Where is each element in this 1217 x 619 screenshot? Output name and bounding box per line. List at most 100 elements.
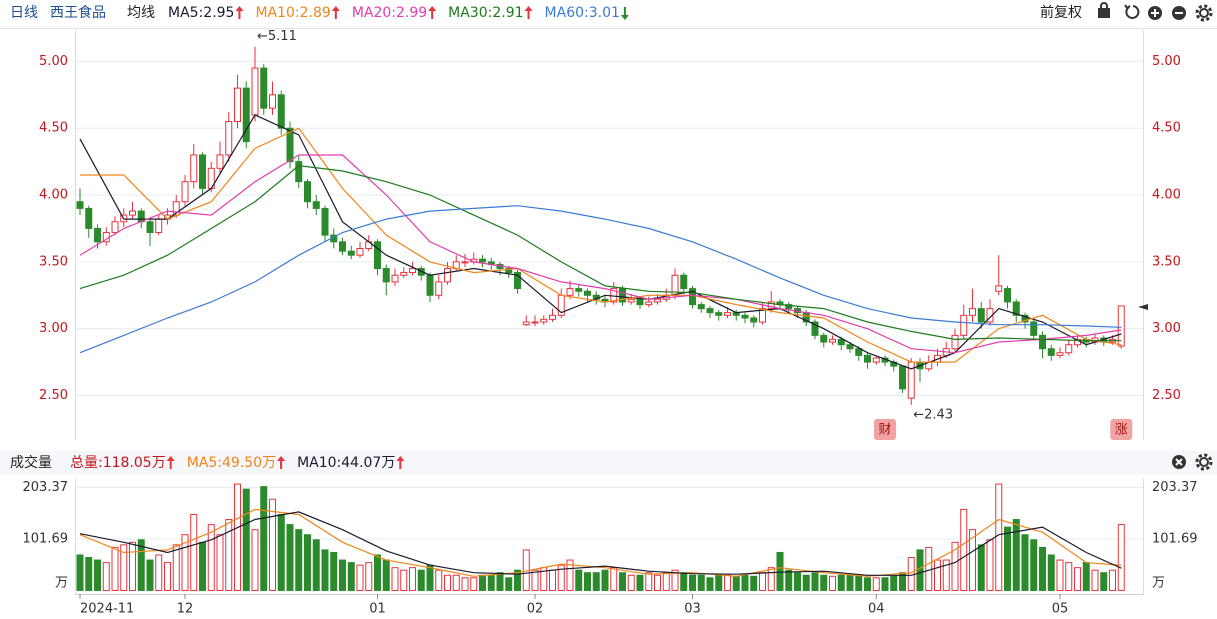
lock-icon[interactable] — [1098, 8, 1110, 18]
volume-bar — [942, 559, 950, 591]
badge: 财 — [878, 423, 891, 438]
volume-bar — [741, 574, 749, 591]
volume-bar — [557, 564, 565, 591]
ma-line — [79, 154, 1122, 354]
volume-bar — [269, 498, 276, 591]
candle-body — [969, 308, 976, 316]
candle-body — [409, 268, 416, 274]
candle-body — [146, 221, 154, 233]
candle-body — [242, 87, 250, 143]
vol-unit: 万 — [55, 576, 68, 591]
volume-bar — [846, 574, 854, 591]
volume-bar — [339, 559, 346, 591]
vol-tick-label: 101.69 — [23, 531, 69, 546]
volume-bar — [995, 483, 1003, 591]
candle-body — [111, 221, 119, 233]
y2-tick-label: 2.50 — [1152, 388, 1181, 403]
ma-legend: MA60:3.01 — [545, 5, 620, 21]
volume-bar — [872, 577, 880, 591]
arrow-up — [428, 6, 437, 19]
volume-bar — [260, 486, 268, 591]
volume-bar — [487, 574, 495, 591]
x-tick-label: 04 — [868, 602, 885, 617]
vol-left-axis — [75, 478, 76, 594]
volume-bar — [925, 546, 933, 591]
volume-bar — [531, 569, 539, 591]
candle-body — [636, 298, 644, 306]
period[interactable]: 日线 — [10, 5, 38, 21]
volume-bar — [356, 564, 364, 591]
volume-bar — [732, 575, 740, 591]
candle-body — [654, 298, 661, 303]
candle-body — [260, 67, 268, 109]
arrow-up — [166, 456, 175, 469]
candle-body — [356, 247, 364, 256]
arrow-up — [524, 6, 533, 19]
volume-title: 成交量 — [10, 454, 52, 471]
x-tick-label: 03 — [684, 602, 701, 617]
volume-bar — [155, 554, 163, 591]
volume-bar — [312, 539, 320, 591]
volume-bar — [899, 572, 906, 591]
candle-body — [811, 321, 819, 336]
volume-bar — [794, 572, 801, 591]
volume-bar — [864, 577, 871, 591]
x-tick-label: 12 — [177, 602, 194, 617]
volume-bar — [304, 534, 311, 591]
volume-bar — [172, 544, 180, 591]
volume-bar — [382, 559, 390, 591]
volume-bar — [1117, 524, 1125, 591]
candle-body — [837, 338, 845, 346]
volume-bar — [514, 569, 521, 591]
vol-tick-label-right: 101.69 — [1152, 531, 1198, 546]
candle-body — [339, 241, 346, 252]
volume-bar — [750, 575, 758, 591]
candle-body — [820, 334, 828, 343]
candle-body — [522, 321, 530, 326]
annotation: ←5.11 — [257, 29, 297, 44]
vol-settings-icon[interactable] — [1199, 457, 1209, 467]
x-tick-label: 01 — [369, 602, 386, 617]
candle-body — [864, 354, 871, 363]
y2-tick-label: 4.00 — [1152, 188, 1181, 203]
undo-icon[interactable] — [1124, 4, 1140, 19]
volume-bar — [986, 539, 994, 591]
x-tick-label: 05 — [1052, 602, 1069, 617]
ma-legend: MA20:2.99 — [352, 5, 427, 21]
candle-body — [724, 312, 731, 316]
candle-body — [382, 268, 390, 283]
ma-title: 均线 — [127, 5, 155, 21]
volume-bar — [181, 534, 189, 591]
vol-tick-label-right: 203.37 — [1152, 480, 1198, 495]
candle-body — [312, 201, 320, 209]
volume-bar — [277, 513, 285, 591]
candle-body — [277, 94, 285, 129]
candle-body — [199, 154, 206, 189]
volume-bar — [190, 513, 198, 591]
volume-bar — [435, 569, 443, 591]
volume-bar — [452, 574, 460, 591]
candle-body — [234, 87, 241, 123]
volume-bar — [706, 577, 714, 591]
candle-body — [627, 298, 635, 303]
volume-bar — [767, 567, 775, 591]
volume-bar — [1004, 526, 1011, 591]
settings-icon[interactable] — [1199, 8, 1209, 18]
candle-body — [531, 321, 539, 324]
candle-body — [584, 290, 591, 296]
volume-bar — [549, 569, 556, 591]
lock-shackle — [1100, 2, 1108, 9]
divider — [0, 28, 1217, 29]
y-tick-label: 5.00 — [39, 54, 68, 69]
candle-body — [461, 261, 469, 264]
candle-body — [540, 318, 548, 323]
volume-bar — [251, 529, 259, 591]
adjust[interactable]: 前复权 — [1040, 4, 1082, 21]
volume-bar — [890, 575, 898, 591]
arrow-up — [235, 6, 244, 19]
volume-bar — [802, 574, 810, 591]
ma-line — [80, 127, 1122, 363]
volume-bar — [785, 569, 793, 591]
volume-header-bar — [0, 451, 1217, 475]
